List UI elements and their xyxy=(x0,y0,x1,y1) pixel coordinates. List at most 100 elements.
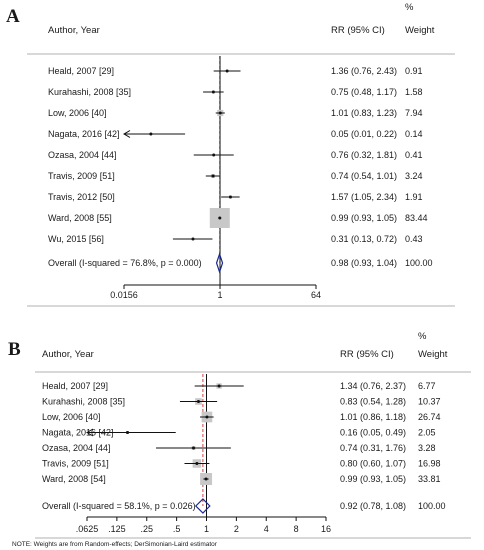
x-axis-tick-label: 1 xyxy=(218,290,223,300)
study-point-estimate xyxy=(196,400,200,403)
study-point-estimate xyxy=(192,446,196,450)
x-axis-tick-label: 16 xyxy=(321,524,331,534)
overall-weight: 100.00 xyxy=(418,501,446,511)
panel-a: A % Author, Year RR (95% CI) Weight Heald, 20… xyxy=(6,2,455,307)
study-point-estimate xyxy=(228,195,232,199)
panel-b: B% Author, Year RR (95% CI) Weight Heald, 20… xyxy=(8,331,471,548)
ci-truncation-arrow xyxy=(86,428,94,437)
study-label: Kurahashi, 2008 [35] xyxy=(48,87,131,97)
study-label: Low, 2006 [40] xyxy=(48,108,107,118)
study-label: Kurahashi, 2008 [35] xyxy=(42,397,125,407)
overall-diamond xyxy=(215,252,224,274)
study-weight: 3.28 xyxy=(418,443,436,453)
study-point-estimate xyxy=(225,69,229,73)
study-label: Ozasa, 2004 [44] xyxy=(48,150,117,160)
study-point-estimate xyxy=(191,237,195,241)
study-rr-ci: 0.76 (0.32, 1.81) xyxy=(331,150,397,160)
x-axis-tick-label: 2 xyxy=(234,524,239,534)
x-axis-tick-label: .125 xyxy=(108,524,126,534)
study-label: Ozasa, 2004 [44] xyxy=(42,443,111,453)
author-year-header: Author, Year xyxy=(42,349,94,360)
study-weight: 3.24 xyxy=(405,171,423,181)
weight-header: Weight xyxy=(405,25,435,36)
study-label: Travis, 2012 [50] xyxy=(48,192,115,202)
weight-header: Weight xyxy=(418,349,448,360)
study-label: Wu, 2015 [56] xyxy=(48,234,104,244)
study-rr-ci: 0.74 (0.54, 1.01) xyxy=(331,171,397,181)
weight-percent-header: % xyxy=(418,331,427,342)
ci-truncation-arrow xyxy=(123,130,131,138)
estimator-note: NOTE: Weights are from Random-effects; D… xyxy=(12,541,218,548)
study-rr-ci: 1.57 (1.05, 2.34) xyxy=(331,192,397,202)
study-label: Ward, 2008 [54] xyxy=(42,474,106,484)
study-weight: 0.14 xyxy=(405,129,423,139)
study-point-estimate xyxy=(211,174,215,178)
overall-label: Overall (I-squared = 76.8%, p = 0.000) xyxy=(48,258,202,268)
study-weight: 6.77 xyxy=(418,381,436,391)
study-label: Low, 2006 [40] xyxy=(42,412,101,422)
study-label: Heald, 2007 [29] xyxy=(42,381,108,391)
study-label: Travis, 2009 [51] xyxy=(42,459,109,469)
study-rr-ci: 0.75 (0.48, 1.17) xyxy=(331,87,397,97)
study-rr-ci: 0.83 (0.54, 1.28) xyxy=(340,397,406,407)
study-point-estimate xyxy=(212,153,216,157)
x-axis-tick-label: 0.0156 xyxy=(110,290,138,300)
study-point-estimate xyxy=(204,477,208,481)
study-weight: 10.37 xyxy=(418,397,441,407)
overall-label: Overall (I-squared = 58.1%, p = 0.026) xyxy=(42,501,196,511)
x-axis-tick-label: 64 xyxy=(311,290,321,300)
author-year-header: Author, Year xyxy=(48,25,100,36)
study-weight: 1.58 xyxy=(405,87,423,97)
study-point-estimate xyxy=(195,462,199,465)
study-point-estimate xyxy=(217,384,221,388)
study-point-estimate xyxy=(218,216,222,220)
study-point-estimate xyxy=(149,132,153,136)
study-point-estimate xyxy=(218,111,222,115)
x-axis-tick-label: 8 xyxy=(294,524,299,534)
study-rr-ci: 1.36 (0.76, 2.43) xyxy=(331,66,397,76)
study-weight: 7.94 xyxy=(405,108,423,118)
study-weight: 0.43 xyxy=(405,234,423,244)
study-rr-ci: 0.74 (0.31, 1.76) xyxy=(340,443,406,453)
panel-letter: B xyxy=(8,339,21,360)
overall-weight: 100.00 xyxy=(405,258,433,268)
study-rr-ci: 0.99 (0.93, 1.05) xyxy=(331,213,397,223)
study-rr-ci: 0.99 (0.93, 1.05) xyxy=(340,474,406,484)
study-label: Ward, 2008 [55] xyxy=(48,213,112,223)
study-weight: 1.91 xyxy=(405,192,423,202)
study-rr-ci: 0.31 (0.13, 0.72) xyxy=(331,234,397,244)
study-point-estimate xyxy=(205,415,209,419)
x-axis-tick-label: 1 xyxy=(204,524,209,534)
rr-ci-header: RR (95% CI) xyxy=(331,25,385,36)
study-label: Heald, 2007 [29] xyxy=(48,66,114,76)
study-label: Nagata, 2016 [42] xyxy=(42,428,114,438)
study-rr-ci: 1.34 (0.76, 2.37) xyxy=(340,381,406,391)
study-label: Travis, 2009 [51] xyxy=(48,171,115,181)
x-axis-tick-label: .5 xyxy=(173,524,181,534)
overall-rr-ci: 0.92 (0.78, 1.08) xyxy=(340,501,406,511)
overall-rr-ci: 0.98 (0.93, 1.04) xyxy=(331,258,397,268)
study-rr-ci: 0.80 (0.60, 1.07) xyxy=(340,459,406,469)
study-weight: 83.44 xyxy=(405,213,428,223)
study-rr-ci: 1.01 (0.83, 1.23) xyxy=(331,108,397,118)
study-weight: 2.05 xyxy=(418,428,436,438)
study-weight: 33.81 xyxy=(418,474,441,484)
overall-diamond xyxy=(194,498,211,514)
study-weight: 26.74 xyxy=(418,412,441,422)
study-rr-ci: 1.01 (0.86, 1.18) xyxy=(340,412,406,422)
panel-letter: A xyxy=(6,6,20,27)
study-weight: 16.98 xyxy=(418,459,441,469)
x-axis-tick-label: 4 xyxy=(264,524,269,534)
x-axis-tick-label: .0625 xyxy=(76,524,99,534)
study-point-estimate xyxy=(126,431,130,434)
study-rr-ci: 0.05 (0.01, 0.22) xyxy=(331,129,397,139)
weight-percent-header: % xyxy=(405,2,414,13)
rr-ci-header: RR (95% CI) xyxy=(340,349,394,360)
study-label: Nagata, 2016 [42] xyxy=(48,129,120,139)
x-axis-tick-label: .25 xyxy=(140,524,153,534)
study-weight: 0.91 xyxy=(405,66,423,76)
study-weight: 0.41 xyxy=(405,150,423,160)
study-point-estimate xyxy=(211,90,215,94)
study-rr-ci: 0.16 (0.05, 0.49) xyxy=(340,428,406,438)
